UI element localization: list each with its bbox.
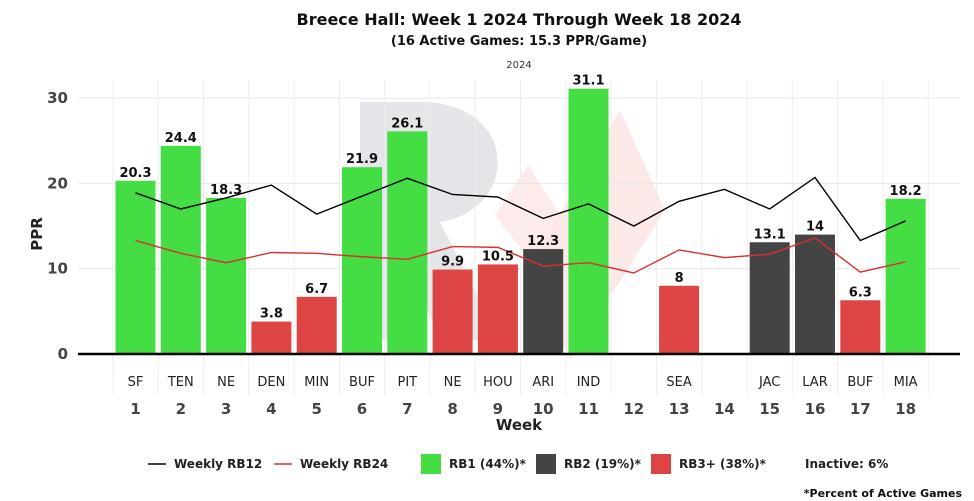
bar-value-label: 9.9 — [441, 255, 464, 270]
legend-label: Weekly RB24 — [300, 457, 388, 471]
bar-value-label: 8 — [675, 271, 684, 286]
opponent-label: NE — [444, 375, 462, 390]
week-tick-label: 13 — [669, 400, 690, 418]
opponent-label: LAR — [802, 375, 827, 390]
bar-value-label: 10.5 — [482, 249, 514, 264]
season-label: 2024 — [506, 60, 531, 71]
y-axis-label: PPR — [28, 217, 46, 251]
bar-value-label: 14 — [806, 220, 824, 235]
opponent-label: NE — [217, 375, 235, 390]
week-tick-label: 10 — [533, 400, 554, 418]
bar-week-3 — [206, 197, 247, 354]
week-tick-label: 17 — [850, 400, 871, 418]
legend-label: Inactive: 6% — [805, 457, 888, 471]
legend-box-swatch — [421, 454, 441, 474]
opponent-label: TEN — [167, 375, 194, 390]
opponent-label: HOU — [483, 375, 513, 390]
bar-value-label: 6.7 — [305, 282, 328, 297]
legend-label: Weekly RB12 — [174, 457, 262, 471]
week-tick-label: 14 — [714, 400, 735, 418]
series-line-weekly-rb12 — [135, 176, 906, 242]
opponent-label: SEA — [666, 375, 691, 390]
week-tick-label: 1 — [130, 400, 140, 418]
opponent-label: BUF — [349, 375, 375, 390]
week-tick-label: 9 — [493, 400, 503, 418]
bar-value-label: 20.3 — [119, 166, 151, 181]
bar-week-4 — [251, 321, 292, 354]
opponent-label: ARI — [532, 375, 554, 390]
week-tick-label: 15 — [759, 400, 780, 418]
legend-item: Weekly RB12 — [148, 457, 262, 471]
week-tick-label: 18 — [895, 400, 916, 418]
bar-week-17 — [840, 300, 881, 354]
legend-box-swatch — [651, 454, 671, 474]
opponent-label: MIA — [894, 375, 918, 390]
bar-week-13 — [659, 285, 700, 354]
legend-item: RB2 (19%)* — [536, 454, 642, 474]
bar-week-6 — [342, 167, 382, 354]
y-tick-label: 0 — [58, 345, 68, 363]
bar-week-5 — [296, 296, 337, 354]
opponent-label: SF — [128, 375, 144, 390]
week-tick-label: 7 — [402, 400, 412, 418]
bar-value-label: 26.1 — [391, 116, 423, 131]
bar-week-1 — [115, 180, 156, 354]
bar-value-label: 3.8 — [260, 307, 283, 322]
bar-value-label: 21.9 — [346, 152, 378, 167]
bar-week-11 — [568, 88, 609, 354]
bar-value-label: 24.4 — [165, 131, 197, 146]
week-tick-label: 16 — [805, 400, 826, 418]
week-tick-label: 4 — [266, 400, 276, 418]
bar-value-label: 12.3 — [527, 234, 559, 249]
legend-label: RB2 (19%)* — [564, 457, 642, 471]
legend-item: Inactive: 6% — [805, 457, 888, 471]
legend-item: RB3+ (38%)* — [651, 454, 767, 474]
week-tick-label: 3 — [221, 400, 231, 418]
legend-box-swatch — [536, 454, 556, 474]
y-tick-label: 10 — [47, 260, 68, 278]
opponent-label: IND — [577, 375, 601, 390]
chart-subtitle: (16 Active Games: 15.3 PPR/Game) — [391, 34, 647, 49]
bar-value-label: 13.1 — [754, 227, 786, 242]
series-line-weekly-rb24 — [135, 237, 906, 274]
legend-label: RB3+ (38%)* — [679, 457, 767, 471]
week-tick-label: 11 — [578, 400, 599, 418]
bar-week-18 — [885, 198, 926, 354]
opponent-label: DEN — [257, 375, 285, 390]
week-tick-label: 12 — [623, 400, 644, 418]
bar-week-15 — [749, 242, 790, 354]
bar-value-label: 31.1 — [572, 74, 604, 89]
legend-item: Weekly RB24 — [274, 457, 388, 471]
chart-title: Breece Hall: Week 1 2024 Through Week 18… — [297, 10, 742, 29]
bar-week-7 — [387, 131, 428, 354]
week-tick-label: 8 — [447, 400, 457, 418]
opponent-label: BUF — [847, 375, 873, 390]
legend: Weekly RB12 Weekly RB24 RB1 (44%)* RB2 (19%… — [148, 454, 888, 474]
week-tick-label: 5 — [311, 400, 321, 418]
bar-value-label: 6.3 — [849, 285, 872, 300]
bar-week-8 — [432, 269, 473, 354]
legend-item: RB1 (44%)* — [421, 454, 527, 474]
footnote: *Percent of Active Games — [804, 487, 963, 500]
week-tick-label: 6 — [357, 400, 367, 418]
opponent-label: PIT — [397, 375, 417, 390]
bar-week-16 — [795, 234, 835, 354]
x-axis-label: Week — [496, 416, 543, 434]
bar-week-9 — [477, 264, 518, 354]
legend-label: RB1 (44%)* — [449, 457, 527, 471]
y-tick-label: 20 — [47, 174, 68, 192]
y-tick-label: 30 — [47, 89, 68, 107]
opponent-label: MIN — [304, 375, 329, 390]
bar-value-label: 18.2 — [890, 184, 922, 199]
week-tick-label: 2 — [176, 400, 186, 418]
opponent-label: JAC — [758, 375, 780, 390]
bar-value-label: 18.3 — [210, 183, 242, 198]
